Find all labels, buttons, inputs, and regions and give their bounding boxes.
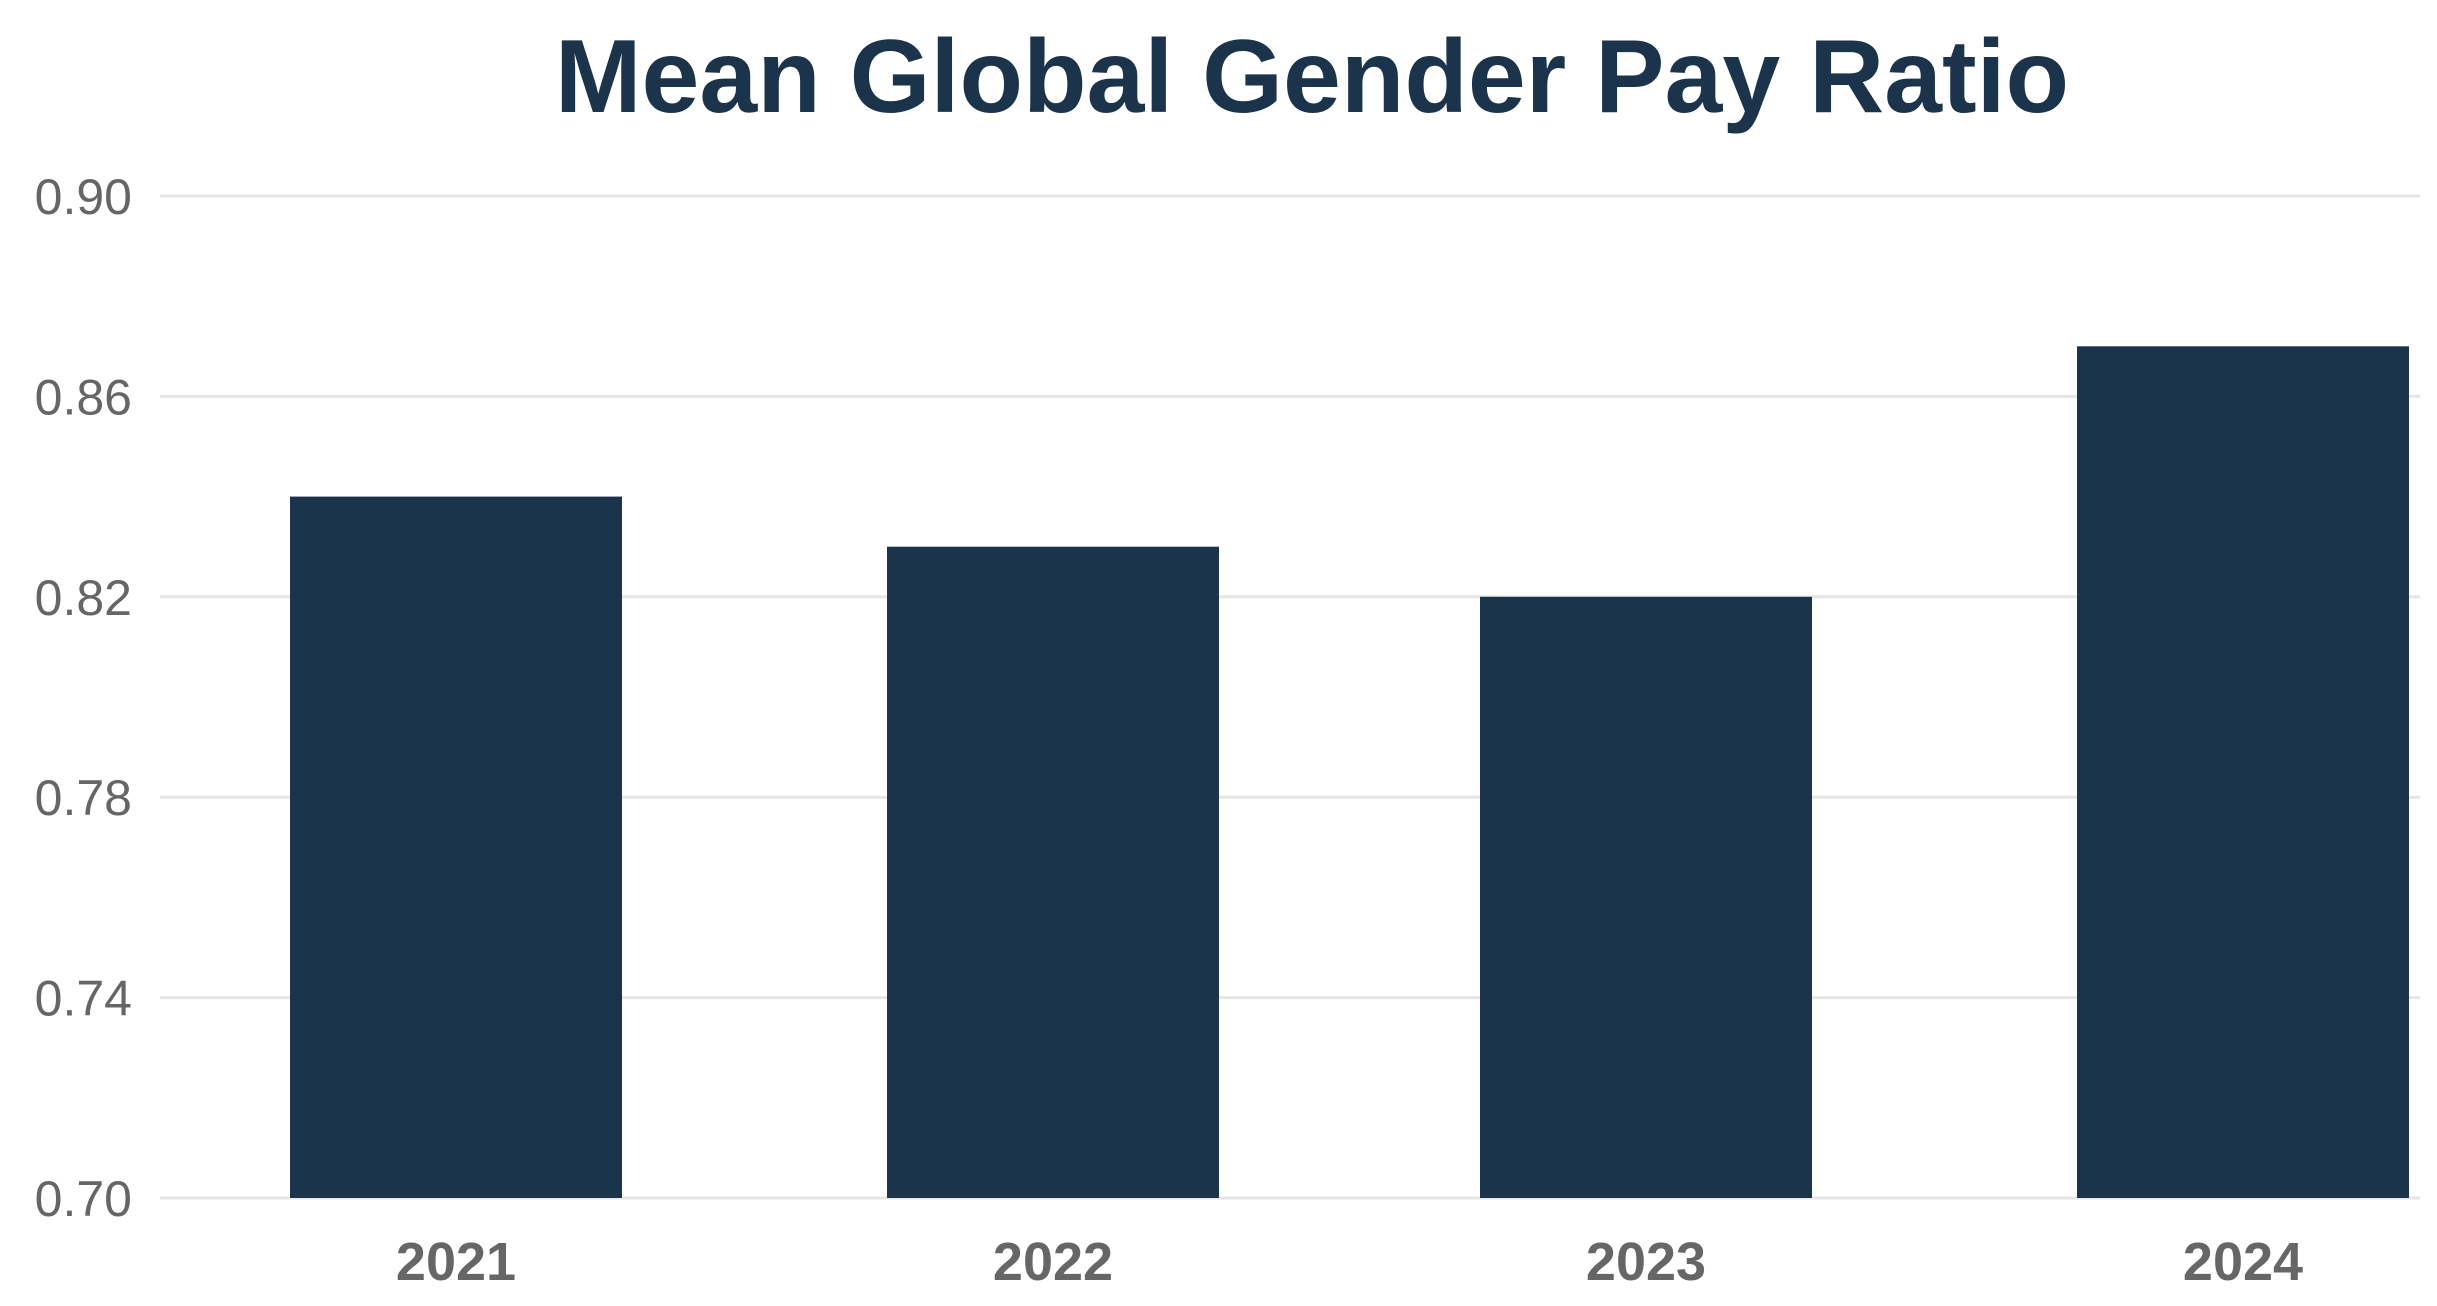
y-tick-label: 0.86 [35,369,132,425]
bars [290,346,2409,1199]
x-tick-label: 2024 [2183,1232,2303,1292]
y-axis-ticks: 0.70 0.74 0.78 0.82 0.86 0.90 [35,169,132,1227]
bar-2021 [290,496,622,1199]
y-tick-label: 0.70 [35,1171,132,1227]
bar-2022 [887,546,1219,1198]
x-tick-label: 2021 [396,1232,516,1292]
chart-title: Mean Global Gender Pay Ratio [555,19,2069,135]
x-tick-label: 2023 [1586,1232,1706,1292]
y-tick-label: 0.78 [35,770,132,826]
x-axis-ticks: 2021 2022 2023 2024 [396,1232,2303,1292]
y-tick-label: 0.74 [35,971,132,1027]
x-tick-label: 2022 [993,1232,1113,1292]
bar-2024 [2077,346,2409,1198]
y-tick-label: 0.82 [35,570,132,626]
bar-2023 [1480,596,1812,1198]
y-tick-label: 0.90 [35,169,132,225]
